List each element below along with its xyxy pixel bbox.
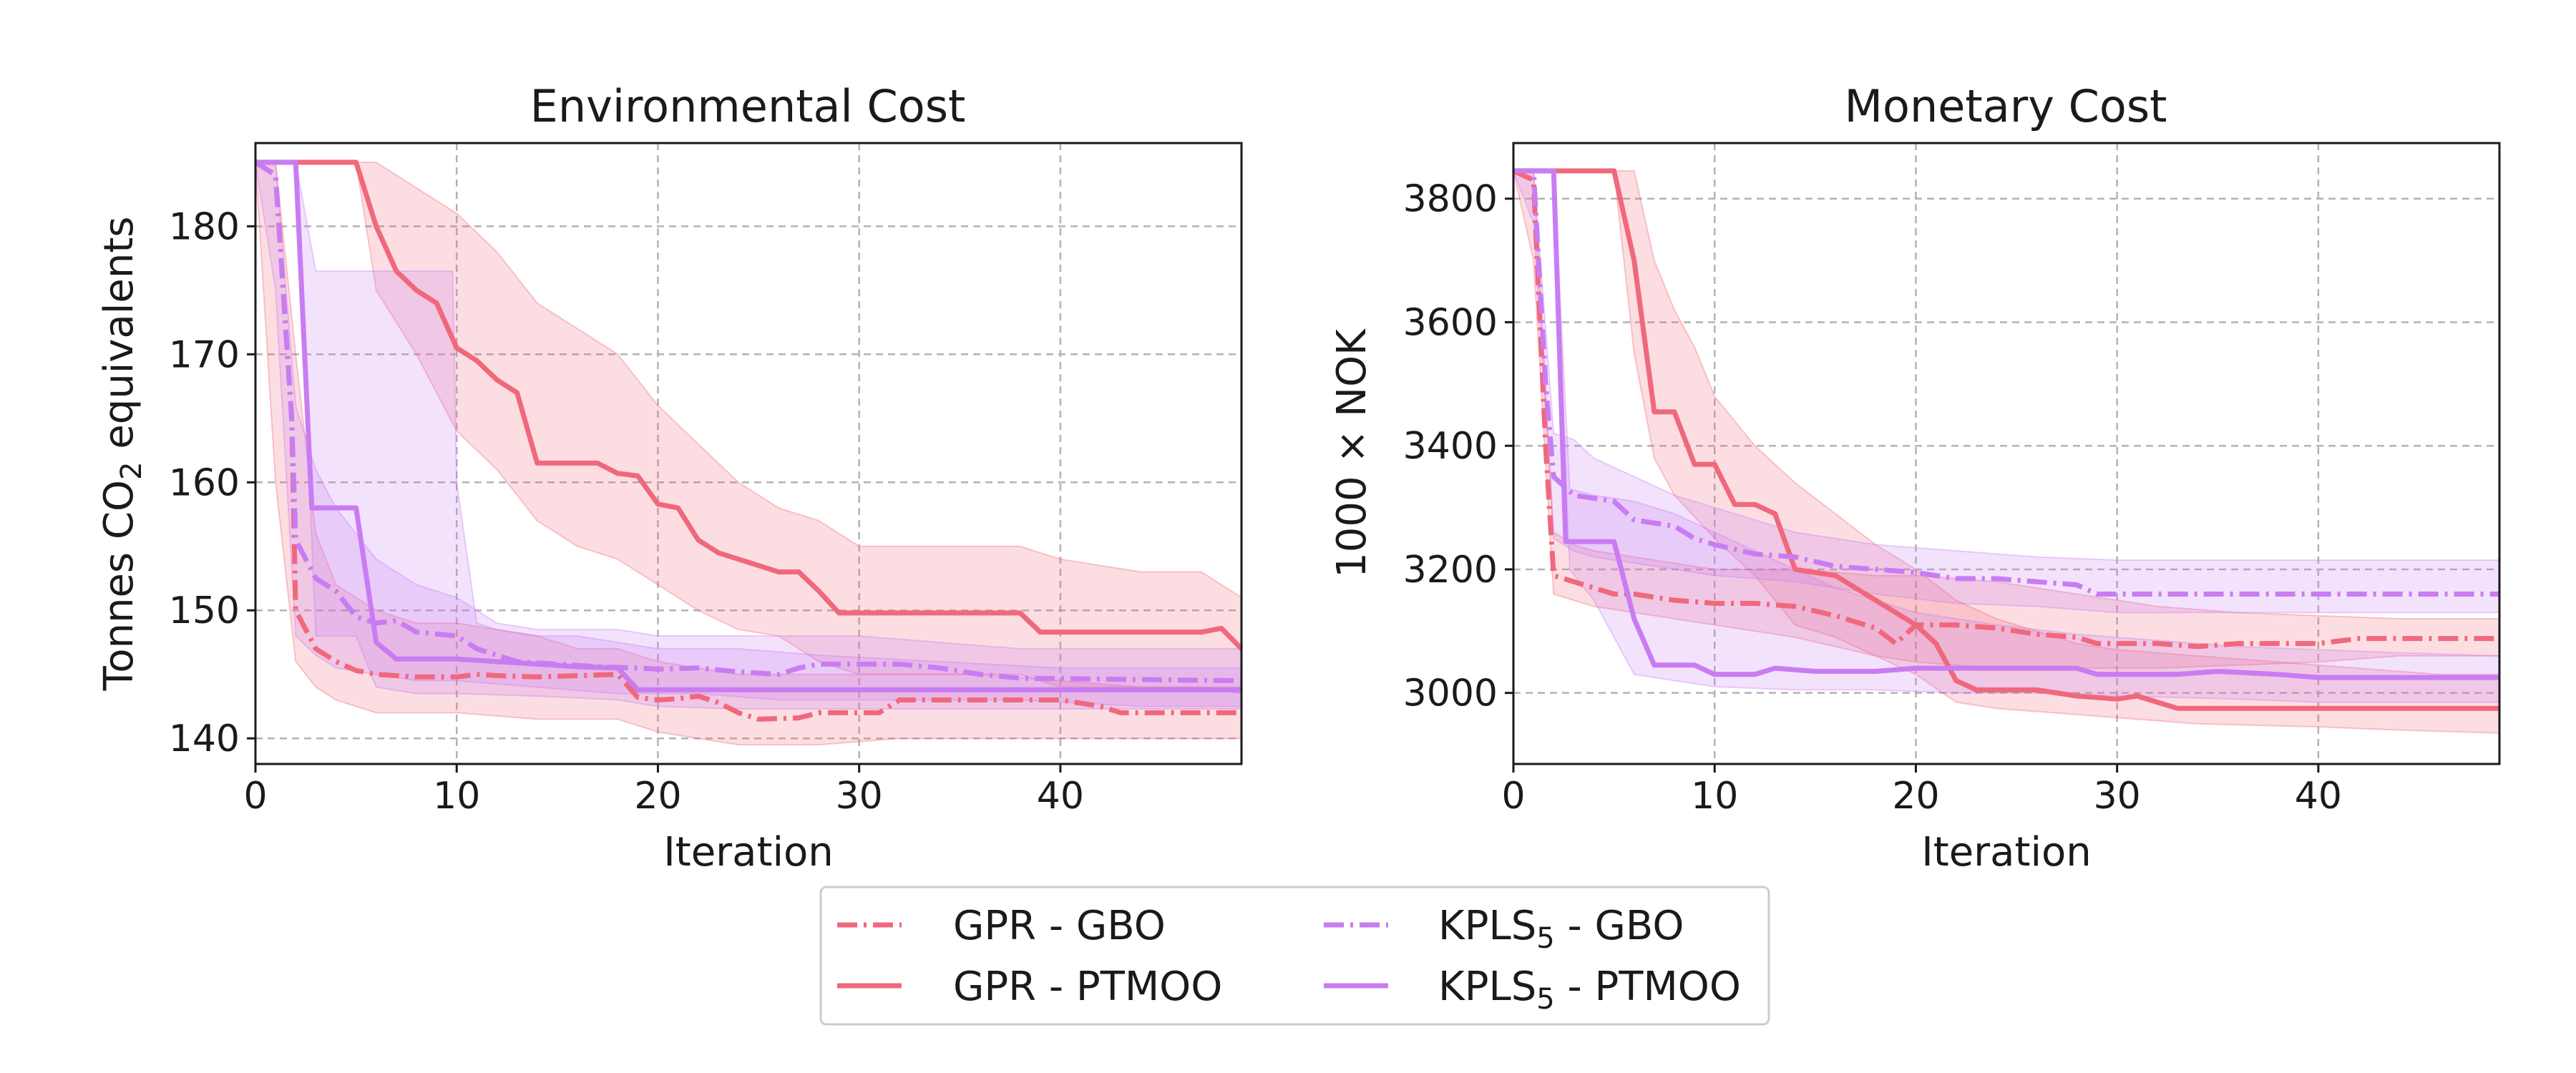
y-tick-label: 180	[169, 205, 240, 248]
y-tick-label: 150	[169, 589, 240, 632]
legend-entry: GPR - PTMOO	[837, 964, 1222, 1010]
y-tick-label: 3800	[1403, 178, 1498, 221]
series-line	[254, 160, 1241, 722]
series-line	[1513, 168, 2499, 680]
x-tick-label: 0	[243, 775, 267, 818]
series-line	[254, 160, 1242, 684]
x-tick-label: 20	[634, 775, 681, 818]
y-tick-label: 3000	[1403, 672, 1498, 715]
x-tick-label: 20	[1892, 775, 1939, 818]
x-tick-label: 10	[433, 775, 480, 818]
legend-entry: KPLS5 - PTMOO	[1324, 964, 1741, 1016]
x-tick-label: 40	[2295, 775, 2342, 818]
y-axis-label: 1000 × NOK	[1329, 328, 1375, 578]
legend: GPR - GBO GPR - PTMOO KPLS5 - GBO KPLS5 …	[819, 886, 1770, 1026]
x-tick-label: 40	[1037, 775, 1084, 818]
series-band	[255, 161, 1242, 710]
legend-label: GPR - PTMOO	[953, 964, 1222, 1010]
y-tick-label: 170	[169, 333, 240, 376]
y-axis-label: Tonnes CO2 equivalents	[96, 217, 148, 692]
series-line	[1512, 168, 2499, 650]
series-lines	[1512, 168, 2499, 711]
x-tick-label: 10	[1691, 775, 1738, 818]
x-axis-label: Iteration	[1921, 829, 2092, 876]
x-tick-label: 30	[836, 775, 883, 818]
legend-label: GPR - GBO	[953, 903, 1166, 949]
y-tick-label: 3600	[1403, 301, 1498, 344]
series-lines	[254, 160, 1244, 722]
grid	[254, 143, 1241, 764]
legend-frame	[819, 886, 1770, 1026]
plot-frame	[1512, 142, 2501, 765]
chart-title: Monetary Cost	[1845, 80, 2167, 132]
monetary-cost-chart: Monetary Cost 0 10 20 30 40 3000 3200 3400 3600…	[1329, 80, 2501, 876]
legend-entry: KPLS5 - GBO	[1324, 903, 1684, 955]
y-tick-label: 140	[169, 717, 240, 760]
series-line	[255, 160, 1244, 651]
y-tick-label: 3200	[1403, 549, 1498, 592]
x-tick-label: 30	[2094, 775, 2141, 818]
series-band	[254, 161, 1242, 707]
series-band	[254, 161, 1242, 746]
y-ticks: 3000 3200 3400 3600 3800	[1403, 178, 1513, 715]
x-tick-label: 0	[1501, 775, 1525, 818]
series-line	[1513, 168, 2499, 711]
series-line	[1513, 168, 2499, 597]
environmental-cost-chart: Environmental Cost 0 10 20 30 40 140 150 160 17…	[96, 80, 1244, 876]
x-ticks: 0 10 20 30 40	[1501, 764, 2342, 818]
x-axis-label: Iteration	[663, 829, 834, 876]
x-ticks: 0 10 20 30 40	[243, 764, 1084, 818]
plot-frame	[254, 142, 1243, 765]
legend-entry: GPR - GBO	[837, 903, 1166, 949]
legend-label: KPLS5 - GBO	[1438, 903, 1684, 955]
confidence-bands	[1512, 170, 2500, 734]
series-line	[255, 160, 1241, 692]
y-ticks: 140 150 160 170 180	[169, 205, 255, 760]
y-tick-label: 3400	[1403, 425, 1498, 468]
y-tick-label: 160	[169, 461, 240, 504]
legend-label: KPLS5 - PTMOO	[1438, 964, 1741, 1016]
chart-title: Environmental Cost	[530, 80, 966, 132]
series-band	[1513, 170, 2500, 703]
